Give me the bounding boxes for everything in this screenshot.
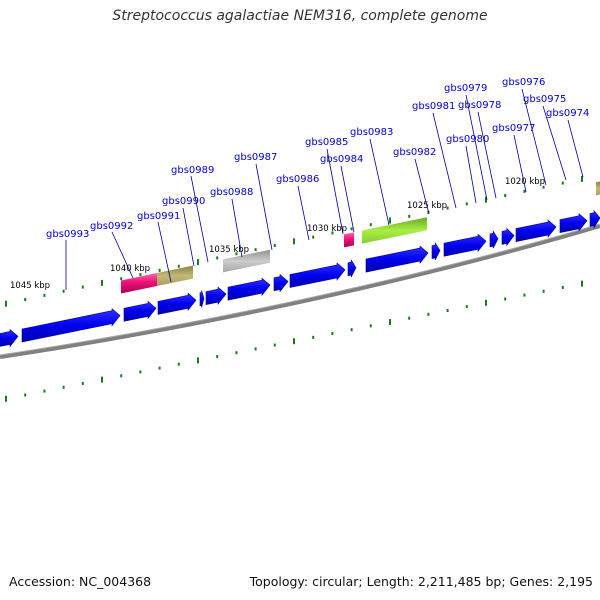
scale-label-1040: 1040 kbp	[110, 264, 150, 274]
gene-label-gbs0979: gbs0979	[444, 83, 487, 94]
scale-label-1045: 1045 kbp	[10, 281, 50, 291]
gene-arrow	[365, 245, 429, 273]
genome-backbone	[0, 224, 600, 359]
label-leader-line	[255, 163, 273, 251]
label-leader-line	[182, 207, 195, 267]
feature-box	[223, 249, 270, 273]
label-leader-line	[190, 175, 209, 263]
feature-track	[121, 181, 600, 294]
gene-label-gbs0991: gbs0991	[137, 211, 180, 222]
gene-label-gbs0983: gbs0983	[350, 127, 393, 138]
feature-box	[121, 273, 157, 294]
gene-label-gbs0990: gbs0990	[162, 196, 205, 207]
gene-arrow	[431, 241, 441, 261]
scale-label-1035: 1035 kbp	[209, 245, 249, 255]
gene-arrow	[289, 262, 346, 288]
genome-summary-label: Topology: circular; Length: 2,211,485 bp…	[249, 574, 593, 589]
label-leader-line	[157, 221, 172, 283]
label-leader-line	[477, 111, 497, 199]
gene-label-gbs0982: gbs0982	[393, 147, 436, 158]
label-leader-line	[297, 185, 310, 241]
label-leader-line	[369, 138, 390, 226]
gene-label-gbs0987: gbs0987	[234, 152, 277, 163]
gene-arrow	[273, 273, 289, 293]
gene-label-gbs0975: gbs0975	[523, 94, 566, 105]
label-leader-line	[465, 145, 477, 204]
genome-title: Streptococcus agalactiae NEM316, complet…	[112, 8, 488, 24]
label-leader-line	[542, 105, 567, 181]
label-leader-line	[231, 198, 243, 258]
gene-arrow	[21, 308, 121, 343]
gene-arrow	[589, 209, 600, 229]
gene-label-gbs0978: gbs0978	[458, 100, 501, 111]
gene-label-leaders	[65, 88, 584, 290]
gene-arrow	[123, 300, 157, 322]
gene-label-gbs0977: gbs0977	[492, 123, 535, 134]
gene-label-gbs0992: gbs0992	[90, 221, 133, 232]
gene-arrow	[227, 277, 271, 301]
label-leader-line	[513, 134, 527, 193]
feature-box	[157, 265, 193, 287]
label-leader-line	[326, 148, 344, 235]
gene-arrow	[515, 219, 557, 242]
gene-arrow	[501, 227, 515, 247]
tick-rows	[5, 175, 583, 402]
genome-backbone-shadow	[0, 223, 600, 356]
feature-box	[596, 181, 600, 196]
label-leader-line	[521, 88, 547, 186]
label-leader-line	[414, 158, 430, 215]
gene-label-gbs0976: gbs0976	[502, 77, 545, 88]
gene-arrow	[205, 286, 227, 306]
gene-arrow	[199, 290, 205, 308]
scale-label-1025: 1025 kbp	[407, 201, 447, 211]
feature-box	[344, 232, 354, 248]
gene-arrow	[443, 233, 487, 257]
feature-box	[362, 217, 427, 244]
scale-label-1030: 1030 kbp	[307, 224, 347, 234]
label-leader-line	[111, 231, 134, 279]
label-leader-line	[567, 119, 584, 178]
gene-arrow	[0, 328, 19, 348]
label-leader-line	[432, 112, 457, 209]
label-leader-line	[340, 165, 355, 233]
scale-label-1020: 1020 kbp	[505, 177, 545, 187]
gene-label-gbs0980: gbs0980	[446, 134, 489, 145]
gene-arrow	[489, 230, 499, 249]
gene-label-gbs0981: gbs0981	[412, 101, 455, 112]
gene-label-gbs0985: gbs0985	[305, 137, 348, 148]
gene-label-gbs0993: gbs0993	[46, 229, 89, 240]
gene-arrow	[157, 292, 197, 315]
gene-label-gbs0986: gbs0986	[276, 174, 319, 185]
label-leader-line	[465, 94, 488, 201]
accession-label: Accession: NC_004368	[9, 574, 152, 589]
gene-arrow	[347, 259, 357, 278]
gene-track	[0, 209, 600, 348]
gene-label-gbs0988: gbs0988	[210, 187, 253, 198]
gene-arrow	[559, 213, 588, 234]
gene-label-gbs0974: gbs0974	[546, 108, 589, 119]
gene-label-gbs0989: gbs0989	[171, 165, 214, 176]
gene-label-gbs0984: gbs0984	[320, 154, 363, 165]
